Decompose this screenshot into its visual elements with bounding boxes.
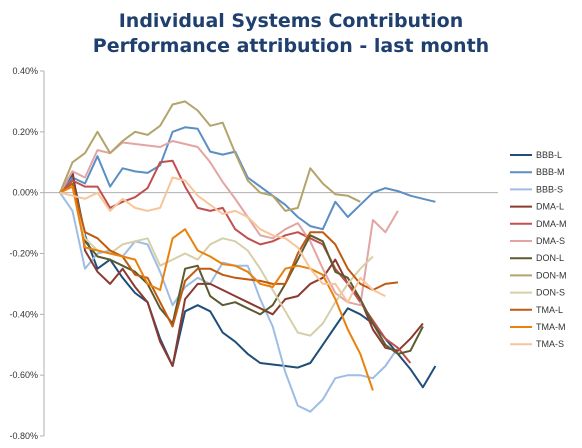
series-line-tma-l <box>59 182 399 328</box>
axes: 0.40% 0.20% 0.00% -0.20% -0.40% -0.60% -0.80% <box>9 66 498 441</box>
series-line-don-l <box>59 182 424 355</box>
y-tick-label: 0.40% <box>12 66 38 76</box>
legend-label: DON-M <box>536 270 567 280</box>
y-tick-label: -0.80% <box>9 431 38 441</box>
y-tick-label: -0.40% <box>9 309 38 319</box>
series-line-tma-m <box>59 185 374 391</box>
legend-label: BBB-S <box>536 184 563 194</box>
legend-label: TMA-L <box>536 305 563 315</box>
series-line-dma-s <box>59 140 399 307</box>
series-line-bbb-l <box>59 173 437 389</box>
legend-label: DMA-M <box>536 219 567 229</box>
legend-label: TMA-M <box>536 322 566 332</box>
legend-label: DMA-L <box>536 202 564 212</box>
chart-title: Individual Systems Contribution <box>118 10 464 32</box>
series-line-don-m <box>59 100 361 212</box>
legend-label: DON-L <box>536 253 564 263</box>
legend-label: DMA-S <box>536 236 565 246</box>
series-line-tma-s <box>59 176 386 304</box>
legend: BBB-L BBB-M BBB-S DMA-L DMA-M DMA-S DON-L DON-M… <box>510 150 567 349</box>
y-tick-label: -0.20% <box>9 249 38 259</box>
legend-label: DON-S <box>536 288 565 298</box>
y-tick-label: 0.20% <box>12 127 38 137</box>
series-lines <box>59 100 437 413</box>
legend-label: TMA-S <box>536 339 564 349</box>
y-tick-label: -0.60% <box>9 370 38 380</box>
y-tick-label: 0.00% <box>12 188 38 198</box>
legend-label: BBB-M <box>536 167 565 177</box>
legend-label: BBB-L <box>536 150 562 160</box>
series-line-bbb-m <box>59 126 436 231</box>
chart-subtitle: Performance attribution - last month <box>92 35 490 57</box>
